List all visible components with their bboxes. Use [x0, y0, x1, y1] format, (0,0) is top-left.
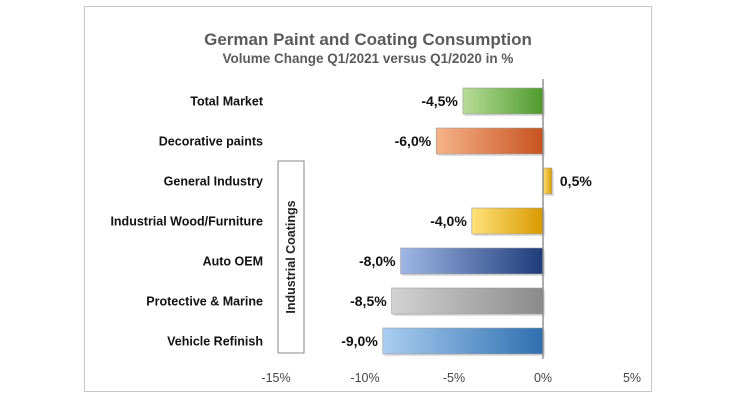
x-tick-label: 0% [534, 371, 552, 385]
category-label: Vehicle Refinish [167, 335, 263, 349]
data-label: 0,5% [560, 173, 592, 189]
category-label: Protective & Marine [146, 295, 263, 309]
x-tick-label: -10% [350, 371, 379, 385]
data-label: -4,0% [430, 213, 467, 229]
bar [435, 127, 544, 155]
data-label: -4,5% [421, 93, 458, 109]
category-label: Industrial Wood/Furniture [110, 215, 263, 229]
x-tick-label: -15% [261, 371, 290, 385]
bar [382, 327, 544, 355]
category-label: General Industry [164, 175, 263, 189]
data-label: -9,0% [341, 333, 378, 349]
bar [471, 207, 544, 235]
bar [391, 287, 544, 315]
industrial-coatings-bracket: Industrial Coatings [277, 160, 305, 354]
data-label: -8,0% [359, 253, 396, 269]
plot-area: Total Market -4,5% Decorative paints -6,0% G… [110, 79, 641, 385]
x-tick-label: -5% [443, 371, 465, 385]
x-tick-label: 5% [623, 371, 641, 385]
category-label: Decorative paints [159, 135, 263, 149]
bar [400, 247, 544, 275]
chart-title: German Paint and Coating Consumption [204, 30, 532, 49]
chart-svg: German Paint and Coating Consumption Vol… [110, 30, 641, 385]
data-label: -8,5% [350, 293, 387, 309]
data-label: -6,0% [395, 133, 432, 149]
bar [462, 87, 544, 115]
bar [542, 167, 553, 195]
category-label: Auto OEM [203, 255, 263, 269]
chart-frame: German Paint and Coating Consumption Vol… [84, 6, 652, 392]
industrial-coatings-label: Industrial Coatings [284, 200, 298, 313]
industrial-coatings-box [277, 160, 305, 354]
category-label: Total Market [190, 95, 264, 109]
chart-subtitle: Volume Change Q1/2021 versus Q1/2020 in … [223, 51, 514, 66]
